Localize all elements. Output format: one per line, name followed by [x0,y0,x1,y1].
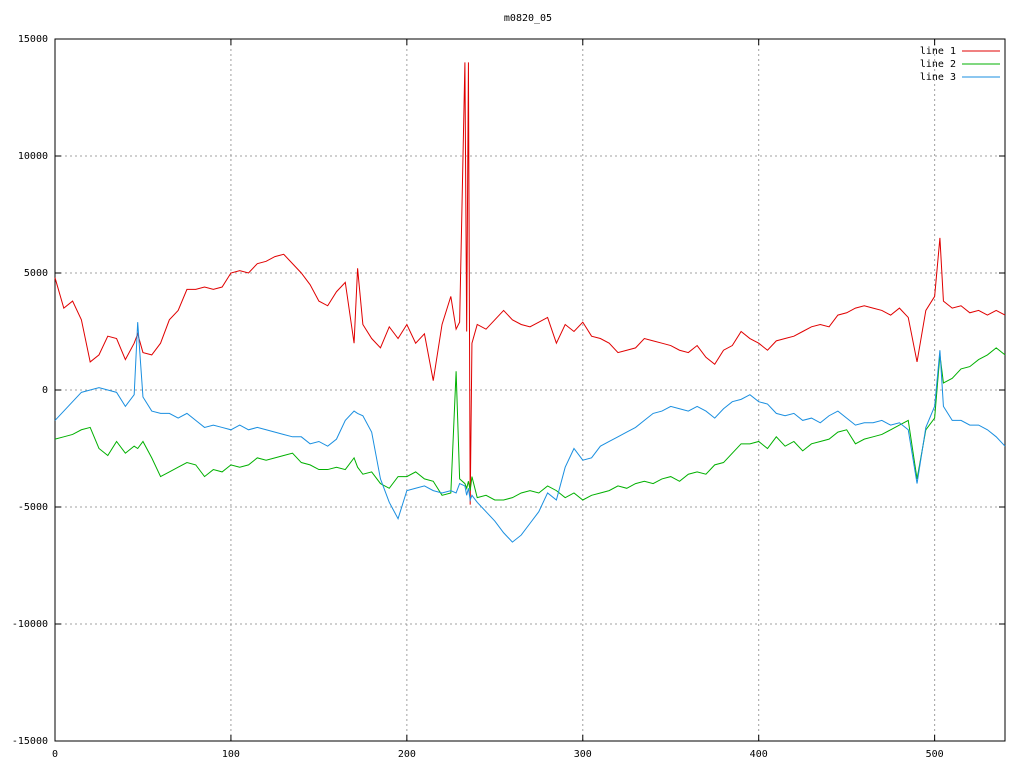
y-tick-label: -10000 [12,619,48,630]
chart-title: m0820_05 [504,13,552,24]
x-tick-label: 200 [398,749,416,760]
x-tick-label: 100 [222,749,240,760]
legend-label: line 2 [920,59,956,70]
y-tick-label: 10000 [18,151,48,162]
y-tick-label: 5000 [24,268,48,279]
series-line [54,347,1006,501]
y-tick-label: 15000 [18,34,48,45]
x-tick-label: 500 [926,749,944,760]
y-tick-label: 0 [42,385,48,396]
y-tick-label: -5000 [18,502,48,513]
series-line [54,62,1006,505]
x-tick-label: 400 [750,749,768,760]
y-tick-label: -15000 [12,736,48,747]
legend-label: line 3 [920,72,956,83]
x-tick-label: 0 [52,749,58,760]
legend-label: line 1 [920,46,956,57]
x-tick-label: 300 [574,749,592,760]
plot-frame [54,38,1006,742]
series-line [54,322,1006,543]
